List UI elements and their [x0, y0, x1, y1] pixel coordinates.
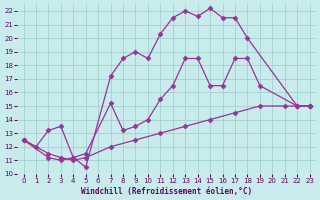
X-axis label: Windchill (Refroidissement éolien,°C): Windchill (Refroidissement éolien,°C): [81, 187, 252, 196]
